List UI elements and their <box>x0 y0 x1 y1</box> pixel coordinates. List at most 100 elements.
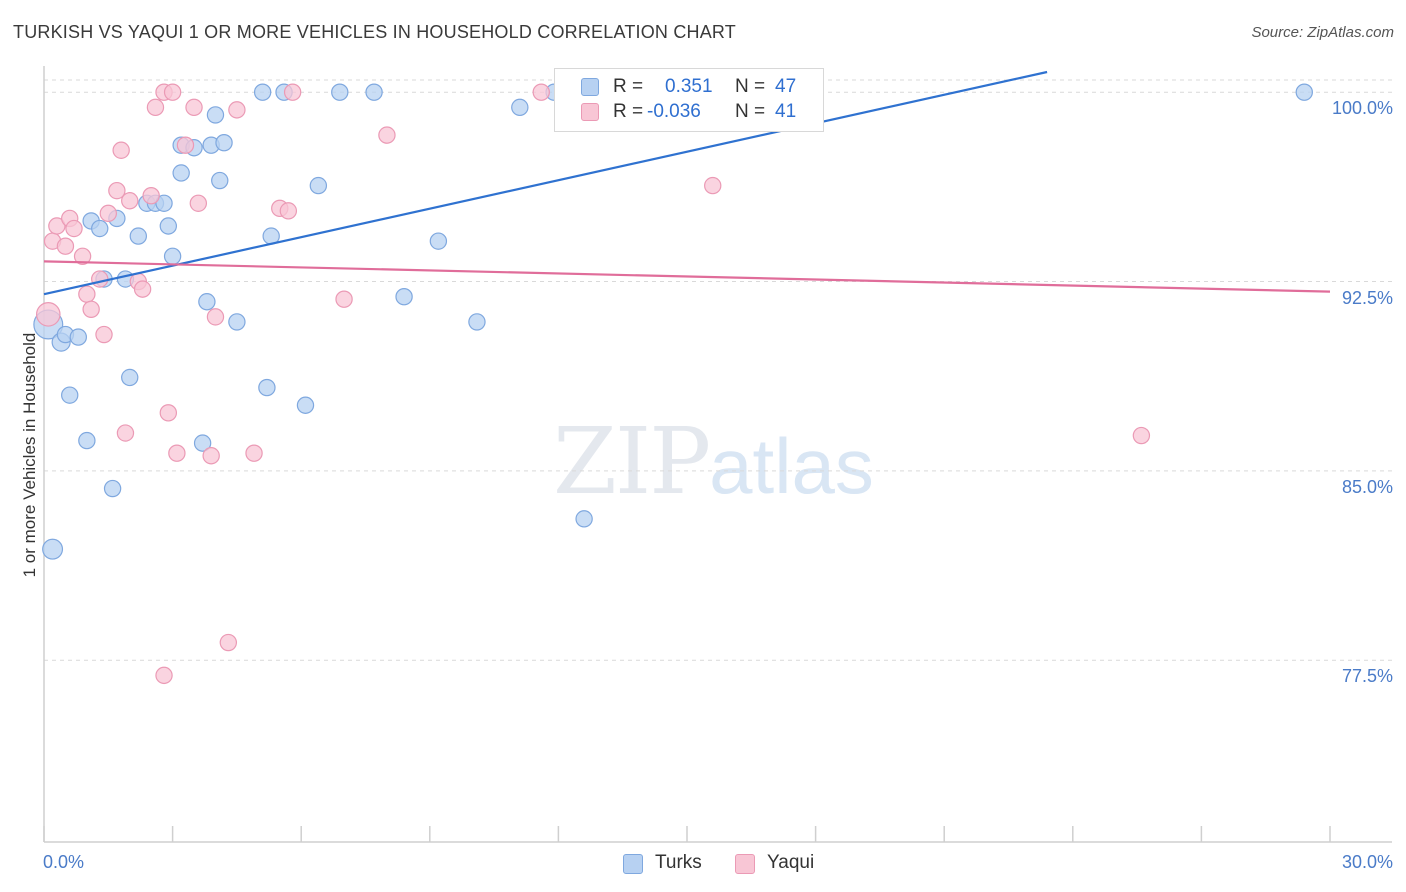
legend-n-value-yaqui: 41 <box>775 101 797 122</box>
legend-n-value-turks: 47 <box>775 76 797 97</box>
gridlines <box>44 79 1392 661</box>
watermark-zip: ZIP <box>553 408 711 515</box>
data-point-yaqui <box>108 181 126 200</box>
data-point-yaqui <box>78 285 96 303</box>
data-point-yaqui <box>65 219 83 238</box>
data-point-turks <box>429 232 448 250</box>
data-point-yaqui <box>228 101 246 119</box>
data-point-turks <box>395 287 413 306</box>
data-point-turks <box>215 133 233 152</box>
trend-lines <box>43 70 1331 296</box>
chart-source: Source: ZipAtlas.com <box>1251 24 1394 41</box>
data-point-yaqui <box>121 192 139 210</box>
series-turks-points <box>33 83 1313 560</box>
data-point-yaqui <box>206 308 225 326</box>
x-tick-label-start: 0.0% <box>43 852 85 872</box>
data-point-yaqui <box>159 404 178 422</box>
data-point-turks <box>129 227 148 245</box>
data-point-yaqui <box>189 194 208 212</box>
data-point-yaqui <box>283 83 302 101</box>
data-point-yaqui <box>219 633 238 652</box>
legend-swatch-yaqui <box>581 103 599 121</box>
data-point-yaqui <box>91 270 109 288</box>
data-point-yaqui <box>163 83 182 101</box>
legend-r-label: R = <box>613 101 644 122</box>
data-point-turks <box>61 386 79 404</box>
data-point-turks <box>211 171 229 190</box>
data-point-yaqui <box>176 136 195 154</box>
data-point-turks <box>163 247 182 265</box>
data-point-turks <box>78 431 96 450</box>
data-point-yaqui <box>279 202 298 220</box>
y-axis-label: 1 or more Vehicles in Household <box>20 332 39 578</box>
data-point-turks <box>1295 83 1313 101</box>
data-point-yaqui <box>35 302 61 327</box>
data-point-turks <box>468 313 486 331</box>
legend-n-label: N = <box>735 76 766 97</box>
y-tick-label: 77.5% <box>1341 666 1393 687</box>
chart-title: TURKISH VS YAQUI 1 OR MORE VEHICLES IN H… <box>13 22 736 42</box>
data-point-turks <box>91 219 109 238</box>
data-point-yaqui <box>99 204 118 223</box>
data-point-yaqui <box>155 666 173 685</box>
data-point-yaqui <box>185 98 203 117</box>
data-point-turks <box>253 83 272 101</box>
data-point-turks <box>206 106 225 124</box>
data-point-yaqui <box>168 444 186 462</box>
data-point-turks <box>365 83 383 101</box>
legend-r-value-turks: 0.351 <box>665 76 713 97</box>
data-point-turks <box>103 479 122 498</box>
data-point-turks <box>309 176 328 195</box>
data-point-turks <box>172 164 190 182</box>
data-point-turks <box>511 98 529 117</box>
data-point-yaqui <box>532 83 550 101</box>
data-point-turks <box>331 83 349 101</box>
data-point-turks <box>575 510 593 528</box>
data-point-turks <box>121 368 139 387</box>
data-point-yaqui <box>82 300 100 319</box>
data-point-turks <box>69 328 87 346</box>
data-point-yaqui <box>73 247 92 265</box>
data-point-yaqui <box>1132 426 1151 445</box>
data-point-yaqui <box>116 424 135 442</box>
legend-r-value-yaqui: -0.036 <box>647 101 701 122</box>
watermark: ZIPatlas <box>553 408 874 515</box>
data-point-yaqui <box>112 141 130 159</box>
data-point-yaqui <box>95 325 113 344</box>
x-tick-label-end: 30.0% <box>1341 852 1393 872</box>
data-point-yaqui <box>245 444 263 462</box>
legend-swatch-turks <box>581 78 599 96</box>
bottom-legend-label-turks: Turks <box>655 852 702 873</box>
data-point-yaqui <box>146 98 165 117</box>
stats-legend: R = 0.351 N = 47 R = -0.036 N = 41 <box>554 68 824 132</box>
data-point-yaqui <box>335 290 353 308</box>
bottom-legend-swatch-turks <box>623 854 643 874</box>
data-point-yaqui <box>202 447 220 465</box>
data-point-turks <box>198 293 216 311</box>
data-point-yaqui <box>378 126 396 144</box>
data-point-yaqui <box>56 237 75 255</box>
data-point-turks <box>228 313 246 331</box>
data-point-turks <box>42 538 64 560</box>
legend-n-label: N = <box>735 101 766 122</box>
y-tick-label: 92.5% <box>1341 287 1393 308</box>
watermark-atlas: atlas <box>709 422 874 510</box>
axes <box>43 66 1392 843</box>
data-point-turks <box>258 378 276 397</box>
trend-line-turks <box>43 70 1048 296</box>
data-point-turks <box>193 434 212 452</box>
legend-r-label: R = <box>613 76 644 97</box>
data-point-yaqui <box>133 280 152 298</box>
data-point-turks <box>159 217 178 235</box>
data-point-turks <box>296 396 315 414</box>
series-yaqui-points <box>35 83 1151 685</box>
y-tick-label: 85.0% <box>1341 476 1393 497</box>
bottom-legend: Turks Yaqui <box>0 852 1406 878</box>
bottom-legend-label-yaqui: Yaqui <box>767 852 815 873</box>
data-point-turks <box>155 194 173 212</box>
y-tick-label: 100.0% <box>1331 98 1393 119</box>
bottom-legend-swatch-yaqui <box>735 854 755 874</box>
data-point-yaqui <box>48 217 66 235</box>
data-point-yaqui <box>704 176 722 195</box>
